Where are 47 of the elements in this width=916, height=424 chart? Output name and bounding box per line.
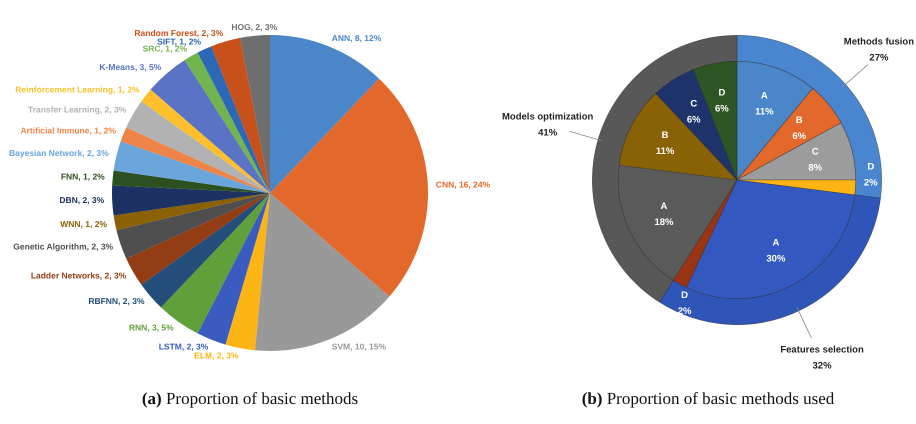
slice-label: ANN, 8, 12%	[332, 33, 382, 44]
slice-label: D	[718, 87, 726, 98]
slice-label: Methods fusion	[844, 36, 914, 48]
slice-label: Random Forest, 2, 3%	[134, 28, 224, 38]
slice-label: SVM, 10, 15%	[332, 341, 386, 352]
data-label: 6%	[792, 131, 807, 142]
slice-label: CNN, 16, 24%	[436, 179, 491, 190]
slice-label: Transfer Learning, 2, 3%	[28, 104, 127, 114]
slice-label: ELM, 2, 3%	[194, 350, 240, 360]
data-label: 32%	[812, 360, 832, 372]
slice-label: K-Means, 3, 5%	[99, 62, 162, 72]
slice-label: C	[812, 146, 819, 158]
data-label: 11%	[755, 106, 774, 118]
slice-label: B	[662, 130, 669, 141]
data-label: 41%	[538, 128, 558, 139]
data-label: 6%	[686, 114, 702, 126]
data-label: 6%	[715, 103, 730, 114]
data-label: 30%	[766, 253, 786, 264]
data-label: 2%	[864, 178, 878, 189]
slice-label: Reinforcement Learning, 1, 2%	[15, 84, 140, 95]
slice-label: A	[772, 237, 780, 248]
slice-label: FNN, 1, 2%	[60, 172, 106, 182]
slice-label: LSTM, 2, 3%	[158, 341, 209, 352]
text: (a) Proportion of basic methods	[142, 389, 358, 409]
slice-label: Ladder Networks, 2, 3%	[30, 270, 127, 280]
data-label: 18%	[654, 216, 674, 228]
slice-label: Models optimization	[502, 112, 594, 123]
slice-label: Features selection	[780, 344, 864, 356]
slice-label: A	[660, 200, 668, 212]
slice-label: Artificial Immune, 1, 2%	[20, 126, 116, 136]
slice-label: Bayesian Network, 2, 3%	[8, 148, 110, 158]
slice-label: A	[760, 90, 768, 102]
slice-label: DBN, 2, 3%	[59, 195, 105, 206]
data-label: 27%	[869, 52, 889, 64]
data-label: 11%	[656, 146, 675, 157]
slice-label: SIFT, 1, 2%	[157, 36, 202, 46]
slice-label: RNN, 3, 5%	[128, 322, 174, 333]
slice-label: WNN, 1, 2%	[60, 218, 108, 229]
text: (b) Proportion of basic methods used	[582, 389, 834, 409]
slice-label: B	[796, 115, 803, 126]
data-label: 8%	[808, 162, 823, 174]
slice-label: D	[681, 290, 688, 301]
slice-label: HOG, 2, 3%	[231, 22, 278, 32]
slice-label: D	[867, 162, 874, 173]
slice-label: Genetic Algorithm, 2, 3%	[13, 242, 114, 252]
slice-label: RBFNN, 2, 3%	[88, 296, 145, 306]
slice-label: C	[690, 98, 698, 110]
